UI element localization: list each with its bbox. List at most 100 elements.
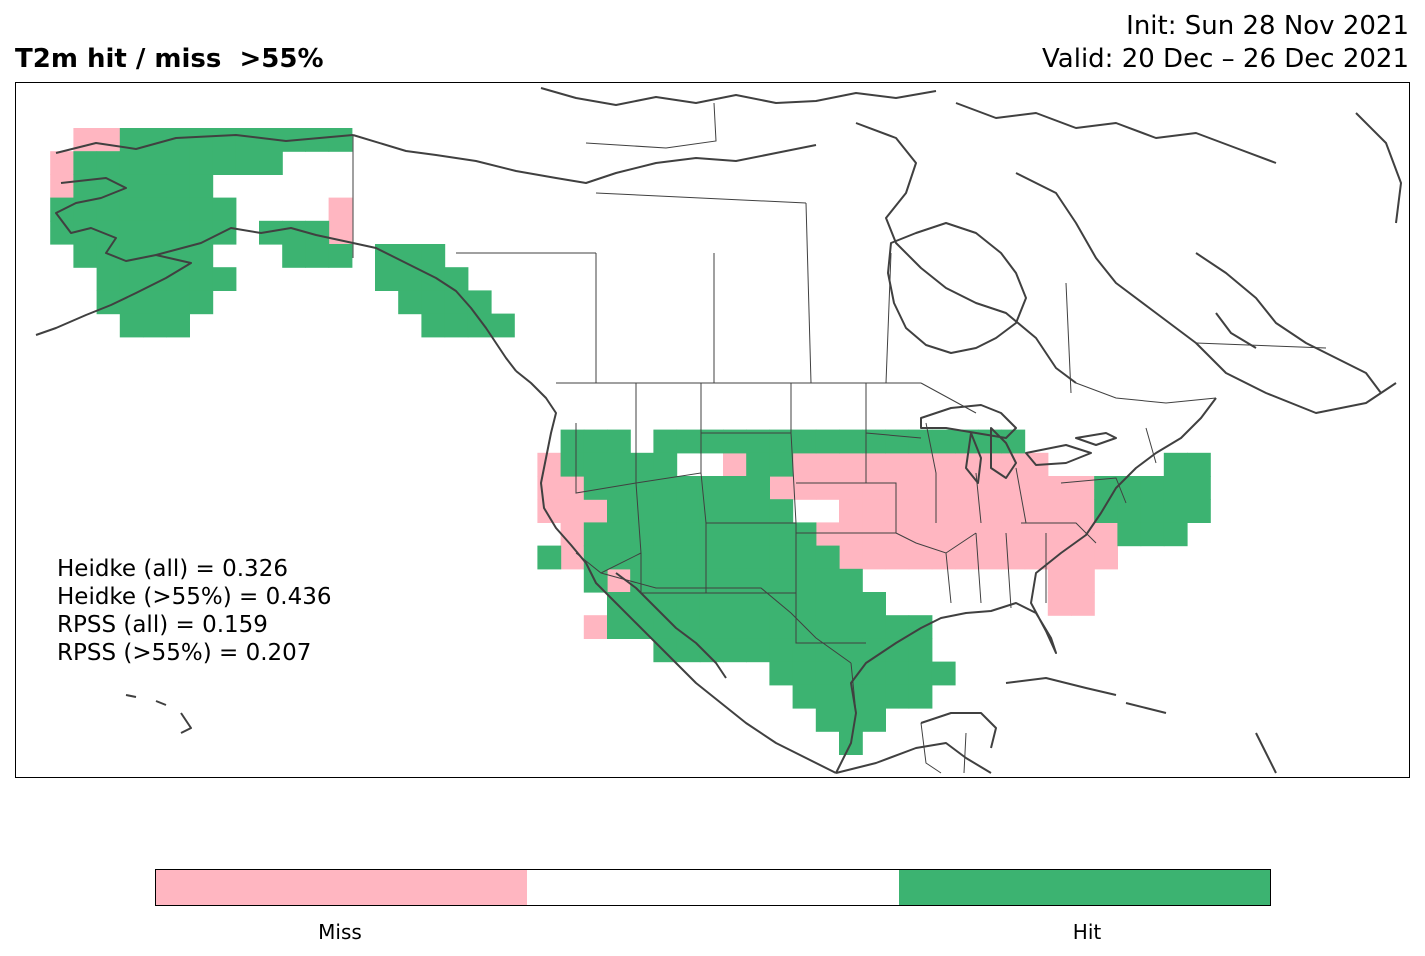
mexico-state-borders <box>920 722 967 774</box>
hit-cell <box>421 244 446 268</box>
hit-cell <box>143 290 167 315</box>
hit-cell <box>235 128 260 152</box>
hit-cell <box>143 313 167 338</box>
miss-cell <box>839 522 863 547</box>
hit-cell <box>769 638 794 663</box>
hudson-bay <box>887 222 1027 354</box>
hit-cell <box>50 220 74 245</box>
miss-cell <box>1001 476 1026 500</box>
miss-cell <box>908 476 933 500</box>
hit-cell <box>908 638 933 663</box>
hit-cell <box>1163 499 1188 523</box>
hit-cell <box>583 429 608 454</box>
hit-cell <box>583 476 608 500</box>
miss-cell <box>50 174 74 199</box>
hit-cell <box>815 638 840 663</box>
hit-cell <box>676 429 701 454</box>
hit-cell <box>792 661 817 686</box>
miss-cell <box>328 197 353 222</box>
hit-cell <box>1140 499 1165 523</box>
hit-cell <box>676 592 701 616</box>
miss-cell <box>908 452 933 477</box>
hit-cell <box>1163 522 1188 547</box>
miss-cell <box>908 499 933 523</box>
hit-cell <box>444 267 469 291</box>
miss-cell <box>931 476 956 500</box>
hit-cell <box>166 220 190 245</box>
hit-cell <box>769 499 794 523</box>
hit-cell <box>189 220 214 245</box>
hit-cell <box>699 429 724 454</box>
hit-cell <box>630 476 654 500</box>
hit-cell <box>143 220 167 245</box>
hit-cell <box>676 615 701 639</box>
hit-cell <box>723 545 747 570</box>
hit-cell <box>1187 499 1211 523</box>
miss-cell <box>1001 545 1026 570</box>
hit-cell <box>305 244 330 268</box>
hit-cell <box>73 174 98 199</box>
hit-cell <box>723 522 747 547</box>
hit-cell <box>862 615 886 639</box>
hit-cell <box>746 568 770 593</box>
hit-cell <box>908 429 933 454</box>
map-canvas <box>35 87 1402 774</box>
gulf-coast <box>835 397 1217 774</box>
hit-cell <box>630 522 654 547</box>
miss-cell <box>978 522 1002 547</box>
canadian-province-borders <box>456 102 1327 394</box>
colorbar-hit-segment <box>898 870 1270 905</box>
hit-cell <box>653 545 678 570</box>
hit-cell <box>815 708 840 732</box>
hit-cell <box>143 267 167 291</box>
hit-cell <box>630 499 654 523</box>
hit-cell <box>119 267 144 291</box>
alaska-south-coast <box>155 227 517 372</box>
miss-cell <box>862 476 886 500</box>
hit-cell <box>699 522 724 547</box>
hit-cell <box>653 522 678 547</box>
hit-cell <box>699 615 724 639</box>
hit-cell <box>746 452 770 477</box>
hit-cell <box>1094 499 1118 523</box>
hit-cell <box>467 313 492 338</box>
hit-cell <box>143 197 167 222</box>
miss-cell <box>839 545 863 570</box>
hit-cell <box>166 197 190 222</box>
hit-cell <box>282 244 306 268</box>
miss-cell <box>1071 592 1095 616</box>
miss-cell <box>815 522 840 547</box>
hit-cell <box>398 290 422 315</box>
hit-cell <box>815 429 840 454</box>
hit-cell <box>235 151 260 175</box>
miss-cell <box>1094 522 1118 547</box>
skill-scores: Heidke (all) = 0.326 Heidke (>55%) = 0.4… <box>57 555 331 667</box>
hit-cell <box>653 476 678 500</box>
hit-cell <box>560 429 585 454</box>
miss-cell <box>931 545 956 570</box>
hit-cell <box>676 476 701 500</box>
miss-cell <box>1001 522 1026 547</box>
hit-cell <box>723 592 747 616</box>
hawaii <box>125 694 192 734</box>
miss-cell <box>560 545 585 570</box>
hit-cell <box>676 568 701 593</box>
miss-cell <box>1047 568 1072 593</box>
hit-cell <box>839 638 863 663</box>
hit-cell <box>769 522 794 547</box>
hit-cell <box>96 244 121 268</box>
hit-cell <box>607 429 631 454</box>
miss-cell <box>50 151 74 175</box>
miss-cell <box>1047 499 1072 523</box>
init-date: Init: Sun 28 Nov 2021 <box>1126 11 1409 41</box>
miss-cell <box>73 128 98 152</box>
hit-cell <box>885 661 910 686</box>
hit-cell <box>699 638 724 663</box>
date-info: Init: Sun 28 Nov 2021 Valid: 20 Dec – 26… <box>1042 10 1409 76</box>
miss-cell <box>1024 476 1049 500</box>
political-borders <box>352 102 1327 774</box>
miss-cell <box>955 522 979 547</box>
us-mexico-border <box>600 572 857 714</box>
hit-cell <box>119 197 144 222</box>
hit-cell <box>1117 499 1142 523</box>
